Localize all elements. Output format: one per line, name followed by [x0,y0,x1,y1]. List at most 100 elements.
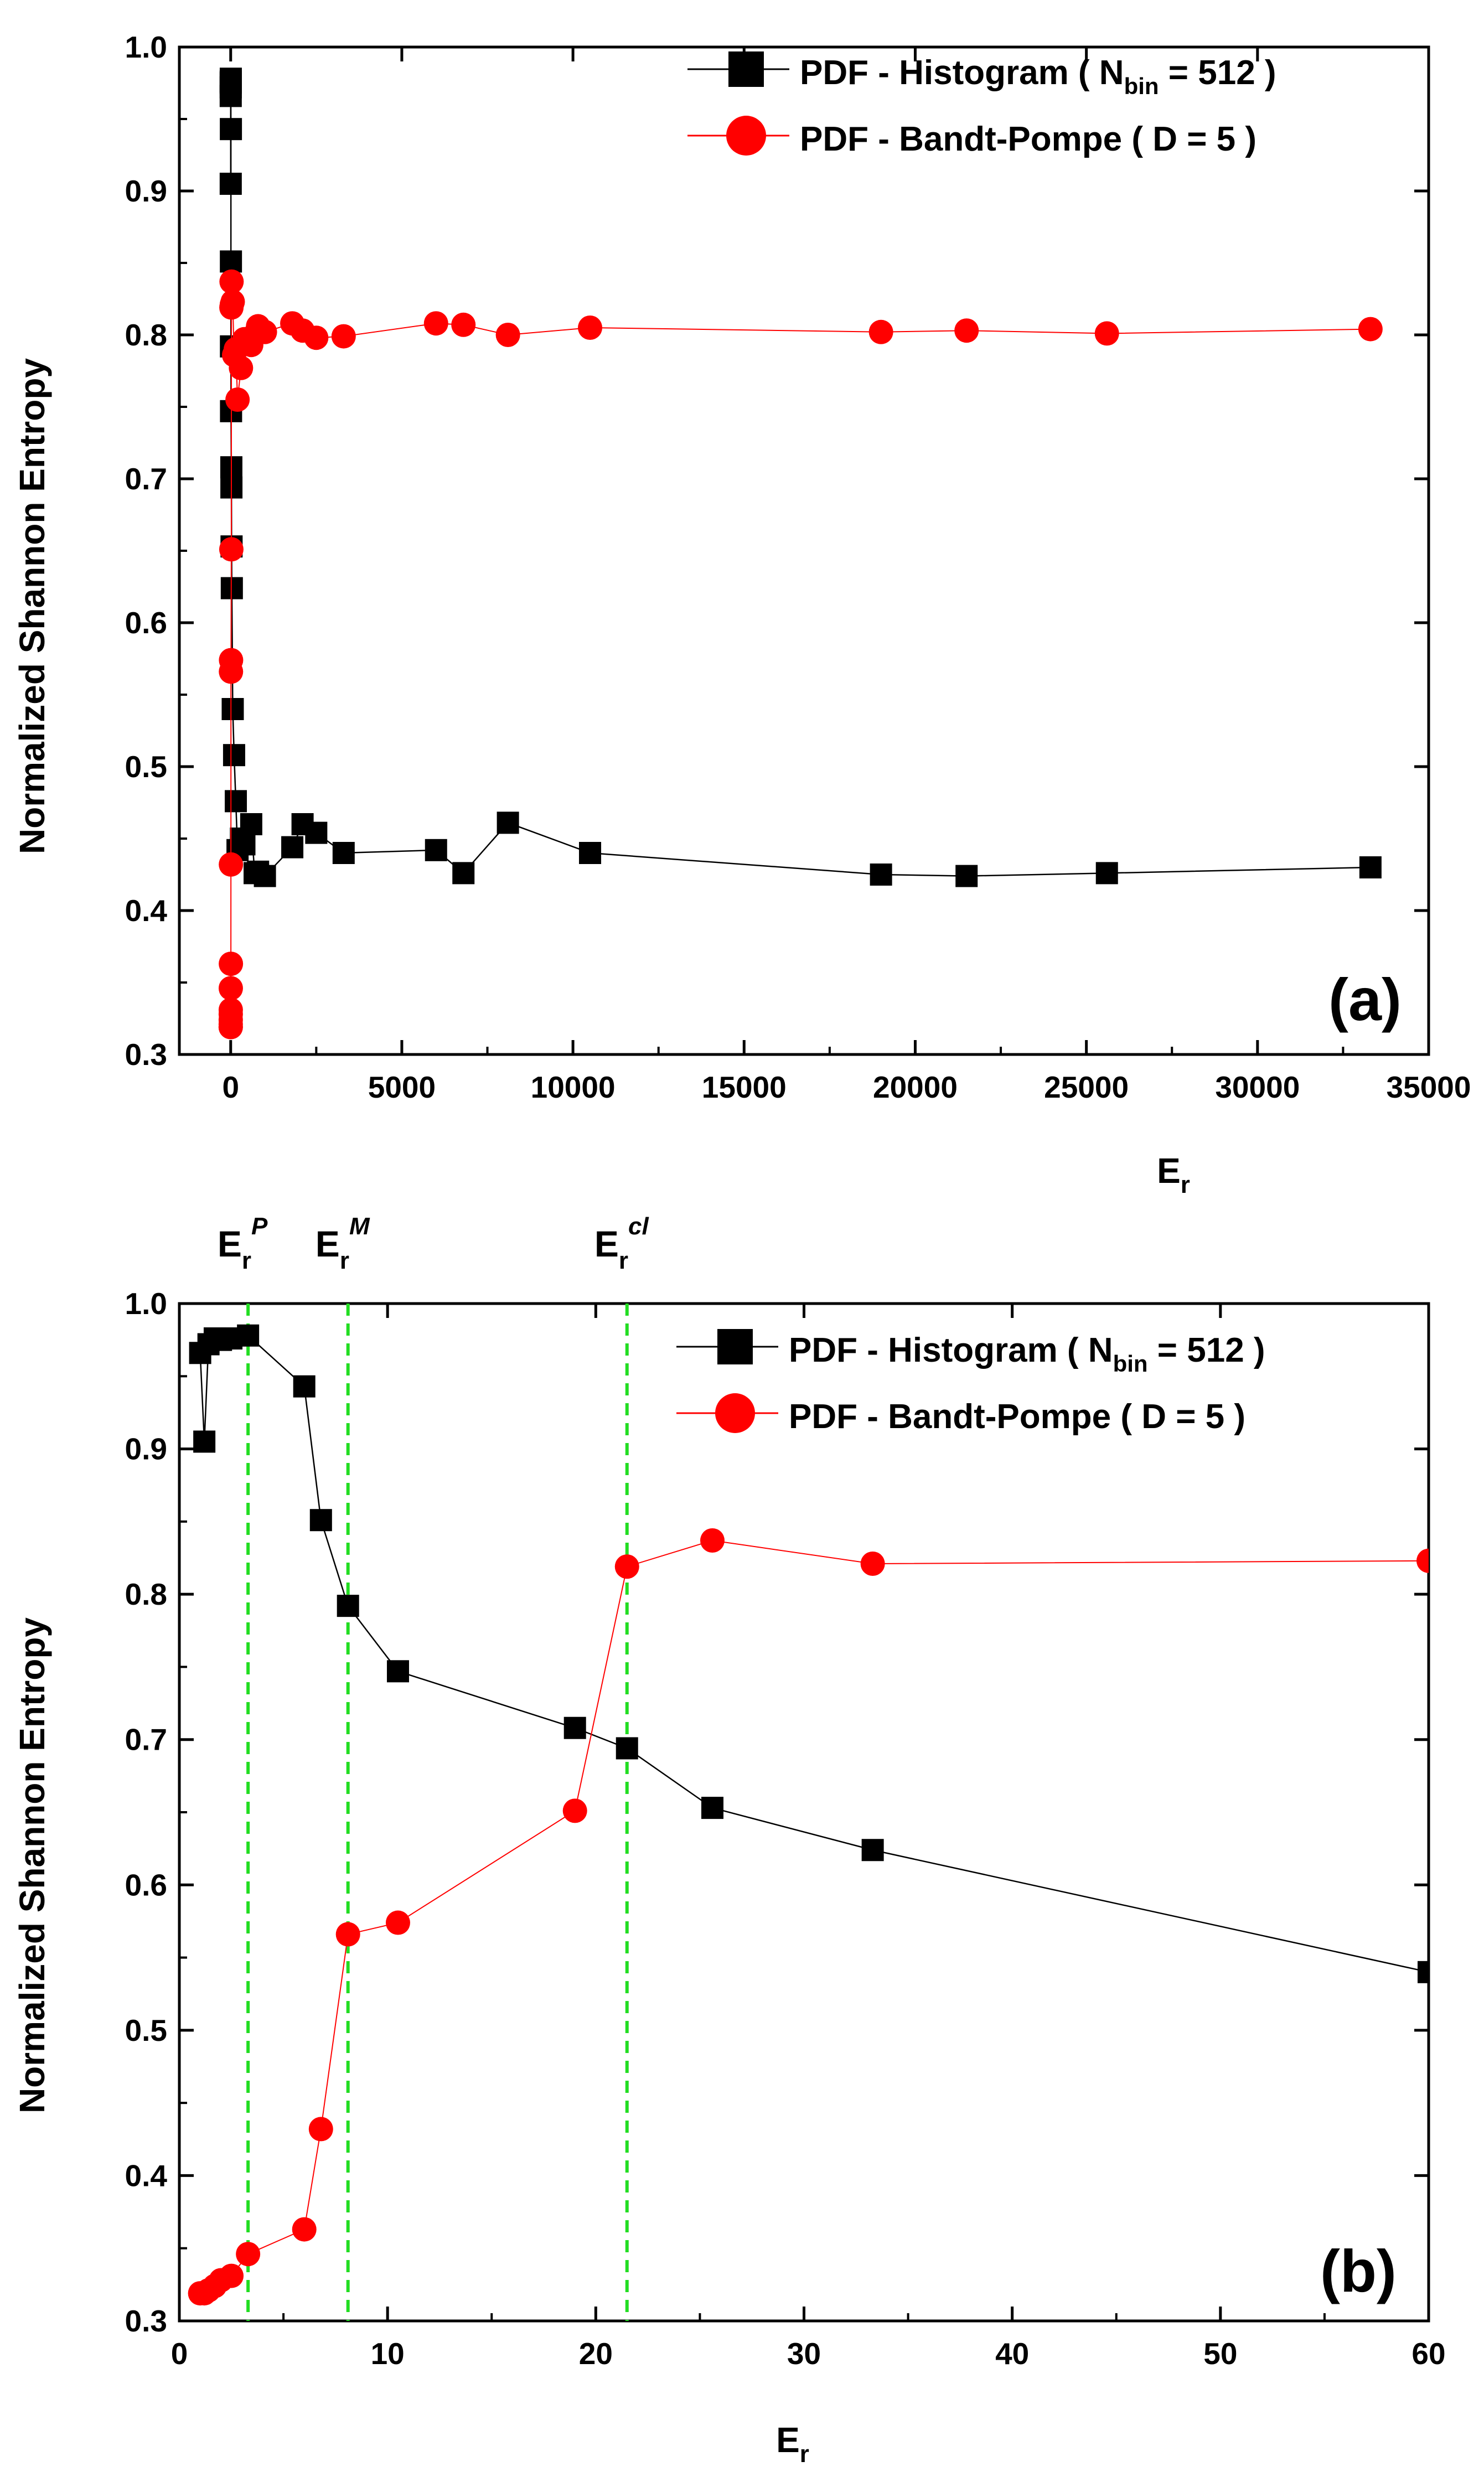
xlabel-a: Er [1157,1151,1190,1198]
series-line-histogram [230,79,1371,877]
data-point-bandt-pompe [219,2263,244,2288]
data-point-bandt-pompe [219,648,244,673]
data-point-histogram [223,744,245,767]
plot-area-b [188,1324,1429,2306]
data-point-bandt-pompe [614,1554,639,1579]
legend-b-bandt-text: PDF - Bandt-Pompe ( D = 5 ) [789,1398,1245,1436]
y-tick-label-a: 0.6 [125,606,167,640]
data-point-histogram [861,1839,884,1862]
x-tick-label-a: 25000 [1044,1070,1129,1104]
data-point-bandt-pompe [578,316,603,340]
x-tick-label-a: 35000 [1387,1070,1471,1104]
xlabel-b: Er [776,2420,809,2468]
x-tick-label-a: 15000 [702,1070,787,1104]
legend-square-a [728,51,764,87]
y-tick-label-b: 1.0 [125,1286,167,1321]
data-point-bandt-pompe [423,311,448,336]
y-tick-label-b: 0.4 [125,2158,168,2193]
y-tick-label-a: 0.8 [125,318,167,352]
plot-frame-b [178,1302,1430,2323]
data-point-bandt-pompe [229,355,254,380]
x-tick-label-b: 50 [1203,2336,1237,2371]
data-point-histogram [337,1595,359,1617]
data-point-histogram [1418,1961,1429,1983]
panel-label-b: (b) [1320,2237,1397,2304]
legend-circle-a [726,116,766,156]
ylabel-a: Normalized Shannon Entropy [12,358,52,854]
chart-panel-b: Normalized Shannon Entropy Er PDF - Hist… [12,1213,1446,2468]
data-point-bandt-pompe [218,976,243,1001]
data-point-histogram [233,833,256,856]
data-point-histogram [220,250,242,273]
data-point-bandt-pompe [451,312,476,337]
y-tick-label-b: 0.9 [125,1432,167,1466]
y-tick-label-b: 0.6 [125,1868,167,1902]
data-point-bandt-pompe [219,852,244,877]
y-tick-label-a: 0.7 [125,462,167,496]
legend-square-b [717,1329,753,1364]
y-tick-label-b: 0.7 [125,1723,167,1757]
data-point-histogram [237,1324,260,1347]
data-point-bandt-pompe [219,952,244,976]
data-point-histogram [219,68,242,90]
vertical-marker-label: ErM [316,1213,370,1274]
data-point-bandt-pompe [331,324,356,349]
data-point-histogram [221,698,244,720]
vertical-marker-label: Ercl [594,1213,649,1274]
x-tick-label-b: 20 [579,2336,613,2371]
y-tick-label-b: 0.8 [125,1577,167,1611]
data-point-histogram [386,1660,409,1683]
x-tick-label-b: 60 [1411,2336,1445,2371]
data-point-histogram [240,813,262,835]
data-point-histogram [616,1737,638,1760]
x-tick-label-a: 0 [222,1070,239,1104]
data-point-bandt-pompe [868,319,893,344]
y-tick-label-a: 1.0 [125,30,167,64]
data-point-histogram [219,173,242,195]
data-point-bandt-pompe [385,1910,410,1935]
data-point-histogram [193,1430,216,1453]
legend-a-bandt-text: PDF - Bandt-Pompe ( D = 5 ) [800,120,1257,158]
legend-a: PDF - Histogram ( Nbin = 512 ) PDF - Ban… [800,54,1276,158]
x-tick-label-b: 40 [995,2336,1029,2371]
y-tick-label-a: 0.4 [125,893,168,928]
data-point-bandt-pompe [1358,317,1383,342]
chart-panel-a: Normalized Shannon Entropy Er PDF - Hist… [12,30,1471,1198]
data-point-histogram [305,821,328,844]
data-point-histogram [225,790,247,813]
data-point-histogram [220,577,243,599]
data-point-bandt-pompe [1094,321,1119,346]
data-point-bandt-pompe [292,2217,317,2242]
x-tick-label-b: 10 [371,2336,405,2371]
x-tick-label-b: 0 [171,2336,188,2371]
data-point-histogram [497,811,519,834]
data-point-histogram [293,1375,316,1398]
data-point-histogram [254,865,276,887]
legend-b: PDF - Histogram ( Nbin = 512 ) PDF - Ban… [789,1331,1265,1436]
data-point-bandt-pompe [304,325,329,350]
data-point-histogram [332,842,355,864]
data-point-histogram [955,865,978,887]
data-point-histogram [870,863,892,886]
x-tick-label-a: 20000 [873,1070,958,1104]
data-point-histogram [452,862,475,885]
data-point-bandt-pompe [954,318,979,343]
data-point-bandt-pompe [860,1552,885,1576]
data-point-histogram [701,1797,723,1819]
legend-b-histogram-text: PDF - Histogram ( Nbin = 512 ) [789,1331,1265,1377]
y-tick-label-a: 0.3 [125,1037,167,1072]
data-point-bandt-pompe [252,319,277,344]
data-point-bandt-pompe [308,2117,333,2142]
data-point-histogram [281,836,304,859]
y-tick-label-b: 0.5 [125,2013,167,2047]
panel-label-a: (a) [1328,966,1402,1033]
data-point-bandt-pompe [1416,1548,1429,1573]
data-point-histogram [220,118,242,141]
data-point-histogram [579,842,602,864]
data-point-bandt-pompe [495,323,520,347]
plot-frame-a [178,45,1430,1056]
y-tick-label-a: 0.5 [125,749,167,784]
data-point-bandt-pompe [225,387,250,412]
y-tick-label-b: 0.3 [125,2304,167,2338]
